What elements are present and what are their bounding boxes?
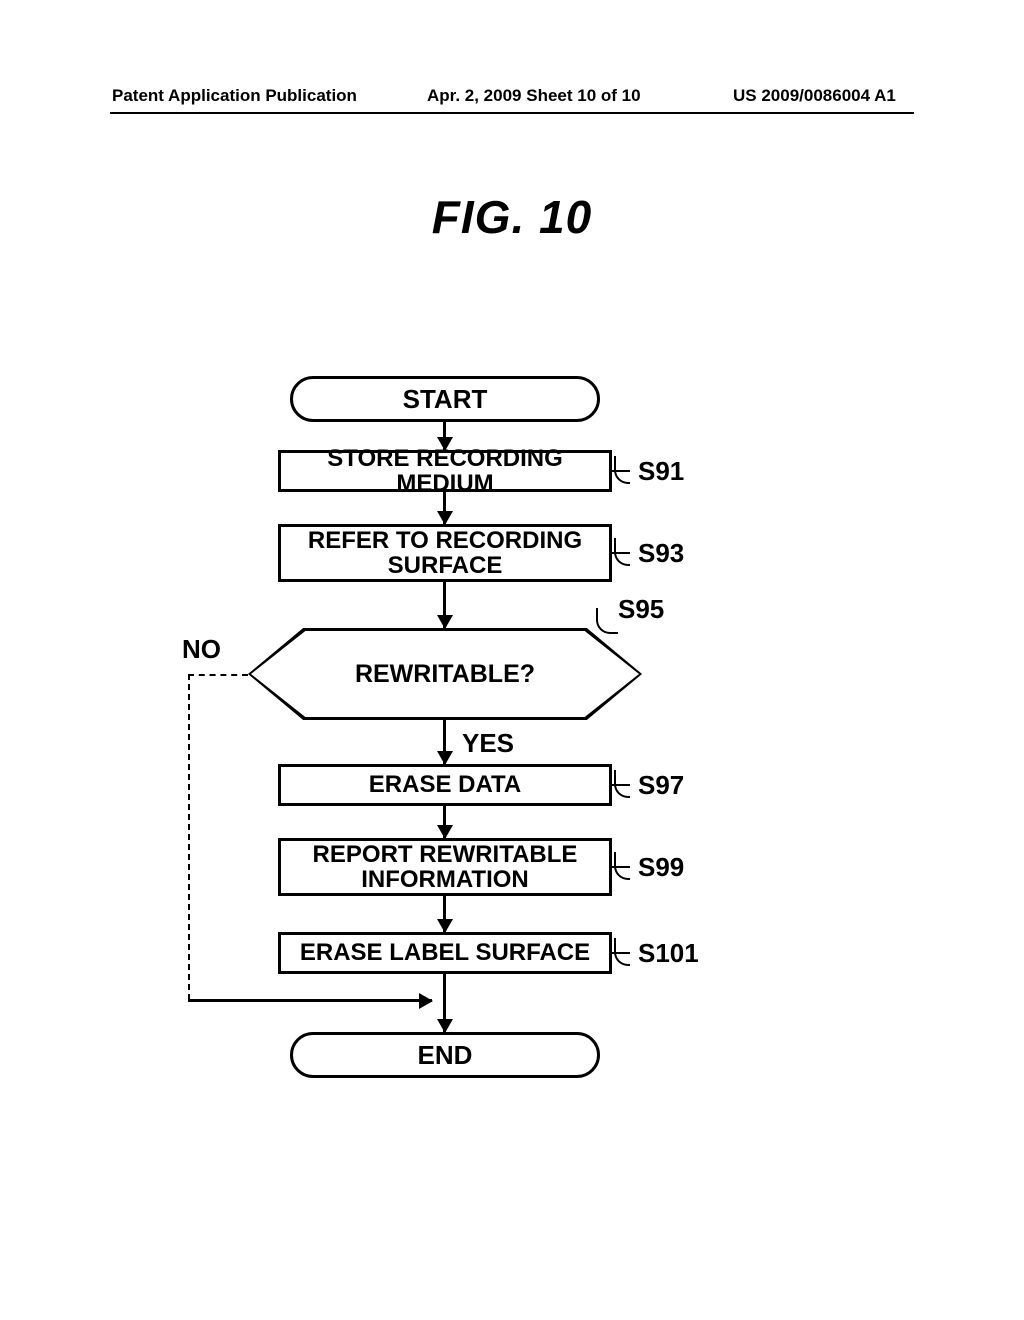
process-s97-label: ERASE DATA <box>369 772 521 797</box>
process-s101: ERASE LABEL SURFACE <box>278 932 612 974</box>
step-label-s101: S101 <box>638 938 699 969</box>
end-terminator: END <box>290 1032 600 1078</box>
no-branch-h2 <box>188 999 432 1002</box>
process-s93-label: REFER TO RECORDING SURFACE <box>308 528 582 578</box>
no-branch-v <box>188 674 190 1000</box>
no-branch-h1 <box>188 674 248 676</box>
process-s93: REFER TO RECORDING SURFACE <box>278 524 612 582</box>
process-s97: ERASE DATA <box>278 764 612 806</box>
step-label-s91: S91 <box>638 456 684 487</box>
decision-rewritable: REWRITABLE? <box>248 628 642 720</box>
edge-yes-label: YES <box>462 728 514 759</box>
arrow-s97-s99 <box>443 806 446 838</box>
start-terminator: START <box>290 376 600 422</box>
flowchart: START STORE RECORDING MEDIUM S91 REFER T… <box>0 376 1024 1096</box>
step-label-s93: S93 <box>638 538 684 569</box>
header-rule <box>110 112 914 114</box>
arrow-s91-s93 <box>443 492 446 524</box>
arrow-dec-s97 <box>443 720 446 764</box>
step-label-s95: S95 <box>618 594 664 625</box>
header-mid: Apr. 2, 2009 Sheet 10 of 10 <box>427 86 641 106</box>
end-label: END <box>418 1040 473 1071</box>
arrow-s101-end <box>443 974 446 1032</box>
process-s91-label: STORE RECORDING MEDIUM <box>289 446 601 496</box>
process-s99: REPORT REWRITABLE INFORMATION <box>278 838 612 896</box>
process-s101-label: ERASE LABEL SURFACE <box>300 940 590 965</box>
arrow-s99-s101 <box>443 896 446 932</box>
header-left: Patent Application Publication <box>112 86 357 106</box>
decision-label: REWRITABLE? <box>355 660 535 689</box>
figure-label: FIG. 10 <box>0 190 1024 244</box>
header-right: US 2009/0086004 A1 <box>733 86 896 106</box>
arrow-s93-dec <box>443 582 446 628</box>
step-label-s99: S99 <box>638 852 684 883</box>
start-label: START <box>403 384 488 415</box>
process-s91: STORE RECORDING MEDIUM <box>278 450 612 492</box>
step-label-s97: S97 <box>638 770 684 801</box>
process-s99-label: REPORT REWRITABLE INFORMATION <box>313 842 578 892</box>
edge-no-label: NO <box>182 634 221 665</box>
